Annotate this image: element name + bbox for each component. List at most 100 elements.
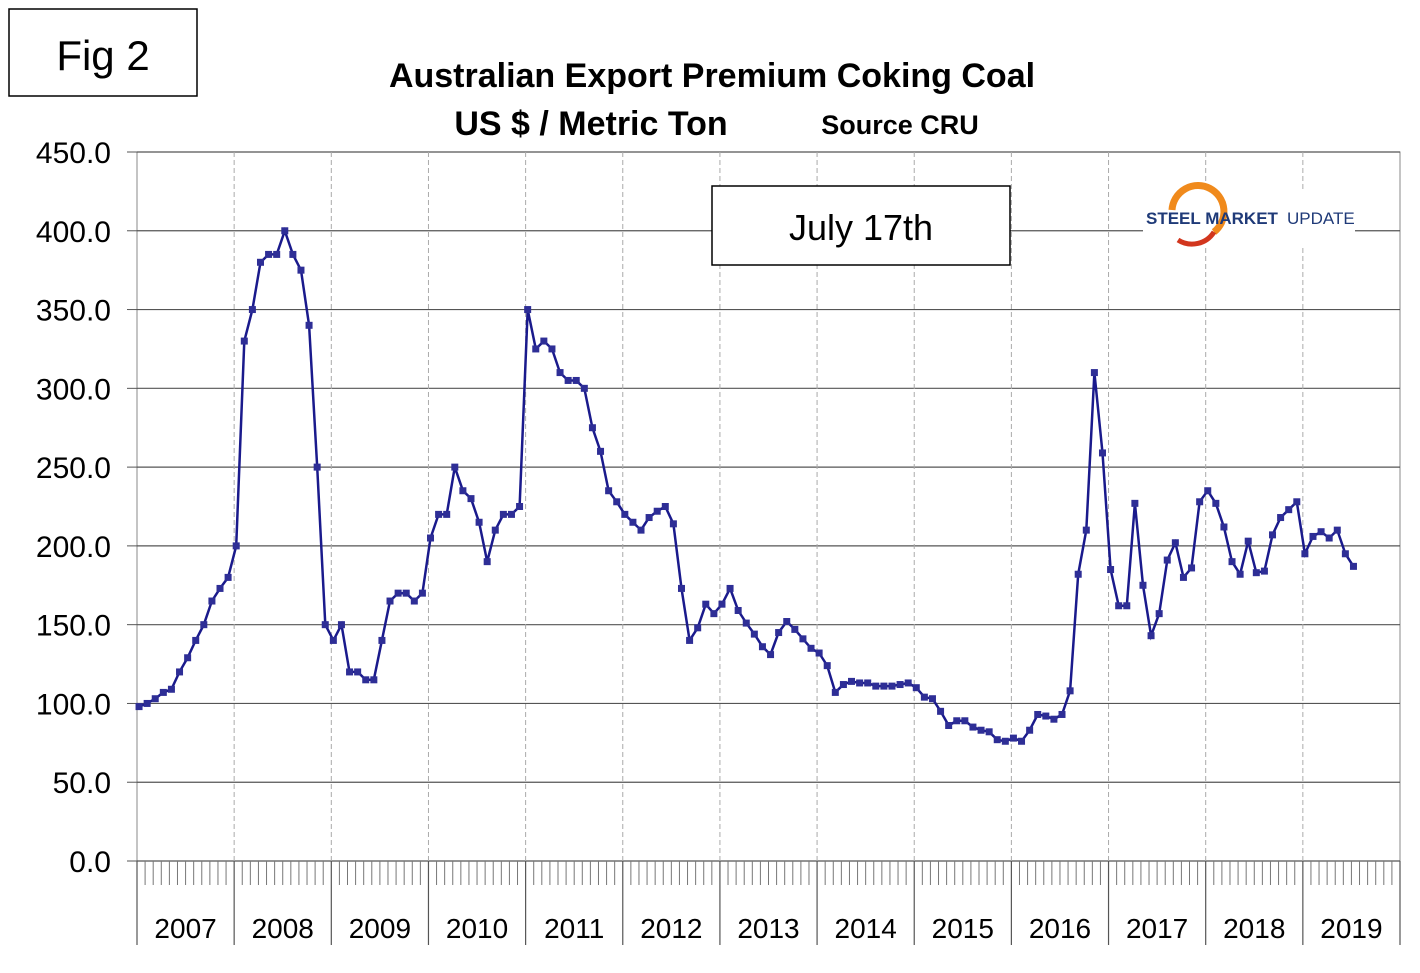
data-point (1301, 550, 1309, 558)
data-point (402, 589, 410, 597)
data-point (1115, 602, 1123, 610)
data-point (273, 250, 281, 258)
data-point (1034, 710, 1042, 718)
data-point (240, 337, 248, 345)
data-point (200, 621, 208, 629)
data-point (386, 597, 394, 605)
x-tick-label: 2017 (1126, 913, 1188, 944)
data-point (1212, 499, 1220, 507)
data-point (710, 610, 718, 618)
data-point (807, 644, 815, 652)
data-point (920, 693, 928, 701)
data-point (1341, 550, 1349, 558)
data-point (329, 636, 337, 644)
data-point (1179, 573, 1187, 581)
y-tick-label: 50.0 (53, 767, 111, 800)
data-point (597, 447, 605, 455)
chart-subtitle: US $ / Metric Ton (454, 105, 727, 143)
data-point (791, 625, 799, 633)
chart-title: Australian Export Premium Coking Coal (389, 57, 1035, 95)
data-point (1293, 498, 1301, 506)
data-point (588, 424, 596, 432)
y-tick-label: 450.0 (36, 137, 111, 170)
data-point (216, 584, 224, 592)
data-point (1260, 567, 1268, 575)
data-point (321, 621, 329, 629)
y-tick-label: 400.0 (36, 216, 111, 249)
data-point (613, 498, 621, 506)
data-point (1123, 602, 1131, 610)
data-point (953, 717, 961, 725)
data-point (1026, 726, 1034, 734)
data-point (1163, 556, 1171, 564)
annotation-box (711, 185, 1011, 266)
x-tick-label: 2010 (446, 913, 508, 944)
x-tick-label: 2011 (544, 913, 604, 944)
data-point (945, 722, 953, 730)
data-point (532, 345, 540, 353)
logo-text-bold: STEEL MARKET (1146, 209, 1279, 228)
data-point (1285, 506, 1293, 514)
data-point (686, 636, 694, 644)
data-point (248, 306, 256, 314)
x-tick-label: 2013 (737, 913, 799, 944)
data-point (1050, 715, 1058, 723)
data-point (410, 597, 418, 605)
fig-label-box (8, 8, 198, 97)
data-point (208, 597, 216, 605)
data-point (629, 518, 637, 526)
data-point (661, 503, 669, 510)
data-point (888, 682, 896, 690)
y-tick-label: 250.0 (36, 452, 111, 485)
data-point (1252, 569, 1260, 577)
data-point (337, 621, 345, 629)
data-point (669, 520, 677, 528)
data-point (742, 619, 750, 627)
data-point (1001, 737, 1009, 745)
y-tick-label: 0.0 (69, 846, 111, 879)
data-point (151, 695, 159, 703)
data-point (775, 629, 783, 637)
data-point (734, 606, 742, 614)
data-point (435, 510, 443, 518)
data-point (645, 514, 653, 522)
data-point (1333, 526, 1341, 534)
data-point (1139, 581, 1147, 589)
data-point (1058, 710, 1066, 718)
data-point (167, 685, 175, 693)
fig-label: Fig 2 (56, 32, 149, 79)
y-tick-label: 350.0 (36, 295, 111, 328)
data-point (783, 618, 791, 626)
data-point (985, 728, 993, 736)
x-tick-label: 2012 (640, 913, 702, 944)
data-point (499, 510, 507, 518)
data-point (564, 376, 572, 384)
data-point (378, 636, 386, 644)
data-point (1269, 531, 1277, 539)
data-point (1188, 564, 1196, 572)
data-point (799, 635, 807, 643)
data-point (1090, 369, 1098, 377)
data-point (815, 649, 823, 657)
data-point (143, 699, 151, 707)
x-tick-label: 2014 (835, 913, 897, 944)
data-point (1171, 539, 1179, 547)
data-point (1349, 562, 1357, 570)
data-point (313, 463, 321, 471)
data-point (289, 250, 297, 258)
data-point (1228, 558, 1236, 566)
data-point (1196, 498, 1204, 506)
series-line (138, 226, 1355, 743)
data-point (305, 321, 313, 329)
data-point (831, 688, 839, 696)
data-point (653, 507, 661, 515)
data-point (548, 345, 556, 353)
data-point (1018, 737, 1026, 745)
data-point (427, 534, 435, 542)
data-point (904, 679, 912, 687)
data-point (718, 600, 726, 608)
data-point (1220, 523, 1228, 531)
x-tick-label: 2016 (1029, 913, 1091, 944)
data-point (694, 624, 702, 632)
data-point (192, 636, 200, 644)
